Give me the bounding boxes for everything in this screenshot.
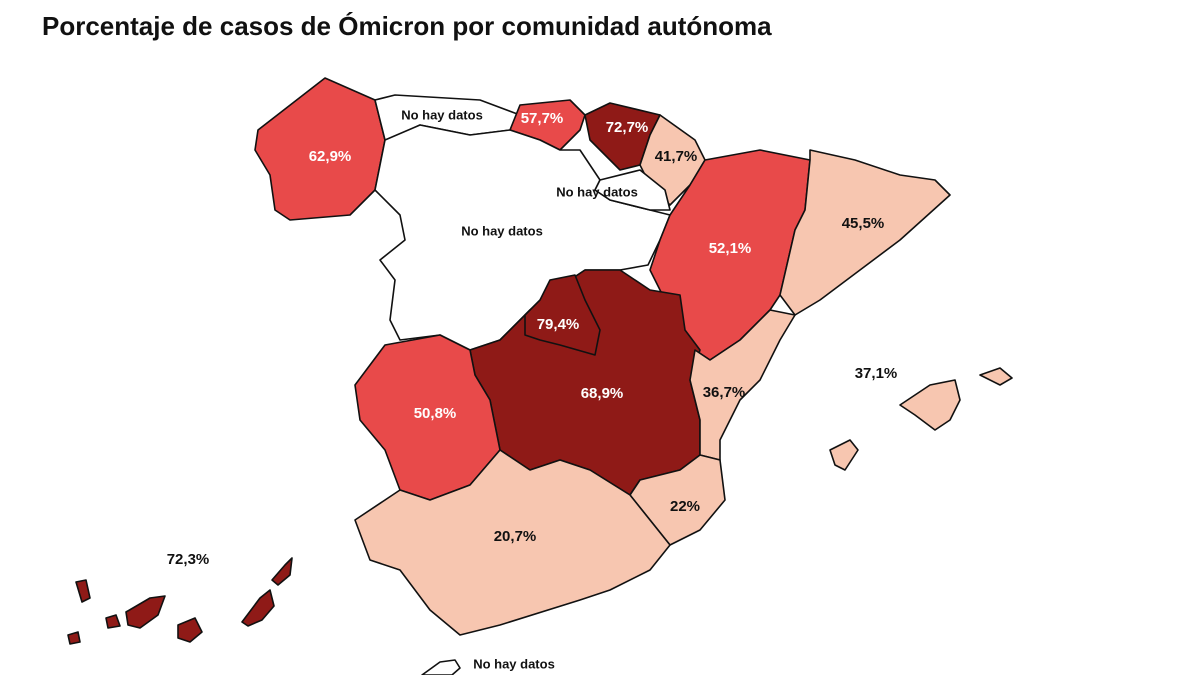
- madrid: [524, 274, 601, 356]
- galicia: [254, 77, 386, 221]
- andalucia: [354, 449, 671, 636]
- labels: 62,9% No hay datos 57,7% 72,7% 41,7% No …: [167, 107, 898, 671]
- region-label: 50,8%: [414, 405, 457, 422]
- region-label: 79,4%: [537, 316, 580, 333]
- la-rioja: [594, 169, 671, 211]
- region-label: 41,7%: [655, 148, 698, 165]
- region-label: No hay datos: [473, 656, 555, 671]
- canarias-7: [271, 557, 293, 586]
- region-label: 72,7%: [606, 119, 649, 136]
- title: Porcentaje de casos de Ómicron por comun…: [42, 11, 772, 41]
- canarias-2: [67, 631, 81, 645]
- region-label: 57,7%: [521, 110, 564, 127]
- canarias-5: [177, 617, 203, 643]
- region-label: 20,7%: [494, 528, 537, 545]
- ibiza: [829, 439, 859, 471]
- menorca: [979, 367, 1013, 386]
- region-label: No hay datos: [461, 223, 543, 238]
- region-label: 22%: [670, 498, 700, 515]
- mallorca: [899, 379, 961, 431]
- valencia: [689, 309, 796, 461]
- region-label: 45,5%: [842, 215, 885, 232]
- region-label: No hay datos: [401, 107, 483, 122]
- ceuta: [421, 659, 461, 675]
- canarias-4: [125, 595, 166, 629]
- region-label: 72,3%: [167, 551, 210, 568]
- region-label: No hay datos: [556, 184, 638, 199]
- regions: [67, 77, 1013, 675]
- region-label: 36,7%: [703, 384, 746, 401]
- region-label: 37,1%: [855, 365, 898, 382]
- region-label: 68,9%: [581, 385, 624, 402]
- canarias-6: [241, 589, 275, 627]
- canarias-3: [105, 614, 121, 629]
- canarias-1: [75, 579, 91, 603]
- cataluna: [779, 149, 951, 316]
- region-label: 52,1%: [709, 240, 752, 257]
- region-label: 62,9%: [309, 148, 352, 165]
